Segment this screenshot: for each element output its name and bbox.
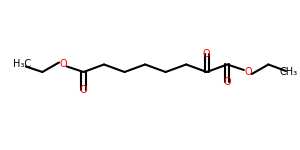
Text: O: O [59,60,67,69]
Text: O: O [224,78,231,87]
Text: H₃C: H₃C [13,60,31,69]
Text: O: O [244,67,252,77]
Text: O: O [80,85,87,95]
Text: O: O [203,49,211,59]
Text: CH₃: CH₃ [280,67,298,77]
